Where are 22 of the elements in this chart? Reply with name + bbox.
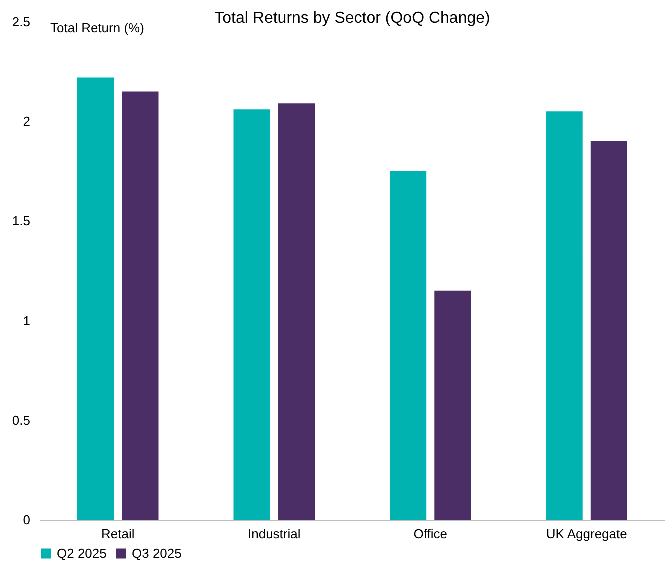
bar: [390, 171, 427, 520]
legend-label: Q3 2025: [132, 546, 182, 561]
bar: [434, 290, 472, 520]
bar: [78, 78, 114, 520]
x-tick-label: Office: [414, 526, 448, 542]
x-tick-label: Retail: [102, 526, 135, 542]
y-tick-label: 1.5: [12, 214, 30, 229]
y-axis-title: Total Return (%): [50, 20, 144, 36]
y-tick-label: 2.5: [12, 14, 30, 30]
bar: [234, 110, 270, 520]
legend-label: Q2 2025: [57, 546, 107, 561]
y-tick-label: 1: [23, 313, 30, 328]
x-tick-label: Industrial: [248, 526, 301, 542]
bar: [122, 92, 159, 520]
bar: [278, 104, 315, 520]
x-tick-label: UK Aggregate: [546, 526, 628, 542]
y-tick-label: 0.5: [12, 412, 30, 428]
bar: [546, 112, 583, 520]
y-tick-label: 0: [23, 512, 30, 528]
chart-title: Total Returns by Sector (QoQ Change): [214, 10, 490, 27]
y-tick-label: 2: [23, 114, 30, 130]
bar: [590, 142, 628, 520]
